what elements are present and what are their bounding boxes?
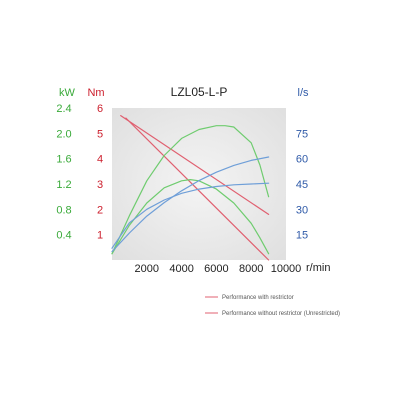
nm-axis-unit: Nm xyxy=(87,87,104,99)
nm-tick-label: 2 xyxy=(97,204,103,216)
kw-tick-label: 1.2 xyxy=(56,179,71,191)
kw-axis-unit: kW xyxy=(59,87,76,99)
nm-tick-label: 5 xyxy=(97,128,103,140)
ls-tick-label: 15 xyxy=(296,230,308,242)
series-line-1 xyxy=(120,114,270,215)
nm-tick-label: 3 xyxy=(97,179,103,191)
kw-tick-label: 2.0 xyxy=(56,128,71,140)
series-line-4 xyxy=(111,182,270,249)
series-line-3 xyxy=(111,125,270,255)
nm-tick-label: 6 xyxy=(97,103,103,115)
x-tick-label: 8000 xyxy=(239,263,263,275)
series-line-5 xyxy=(111,156,270,253)
ls-axis-unit: l/s xyxy=(298,87,310,99)
kw-tick-label: 0.8 xyxy=(56,204,71,216)
kw-tick-label: 1.6 xyxy=(56,154,71,166)
ls-tick-label: 75 xyxy=(296,128,308,140)
legend: Performance with restrictor Performance w… xyxy=(205,295,340,317)
x-tick-label: 4000 xyxy=(169,263,193,275)
x-tick-label: 10000 xyxy=(271,263,302,275)
ls-tick-label: 30 xyxy=(296,204,308,216)
legend-label: Performance without restrictor (Unrestri… xyxy=(222,311,340,317)
ls-tick-label: 45 xyxy=(296,179,308,191)
nm-tick-label: 4 xyxy=(97,154,103,166)
series-line-2 xyxy=(111,179,270,255)
kw-tick-label: 2.4 xyxy=(56,103,71,115)
x-tick-label: 6000 xyxy=(204,263,228,275)
x-axis-unit: r/min xyxy=(306,262,330,274)
nm-tick-label: 1 xyxy=(97,230,103,242)
x-tick-label: 2000 xyxy=(135,263,159,275)
chart-title: LZL05-L-P xyxy=(171,85,228,99)
legend-label: Performance with restrictor xyxy=(222,295,294,301)
ls-tick-label: 60 xyxy=(296,154,308,166)
kw-tick-label: 0.4 xyxy=(56,230,71,242)
